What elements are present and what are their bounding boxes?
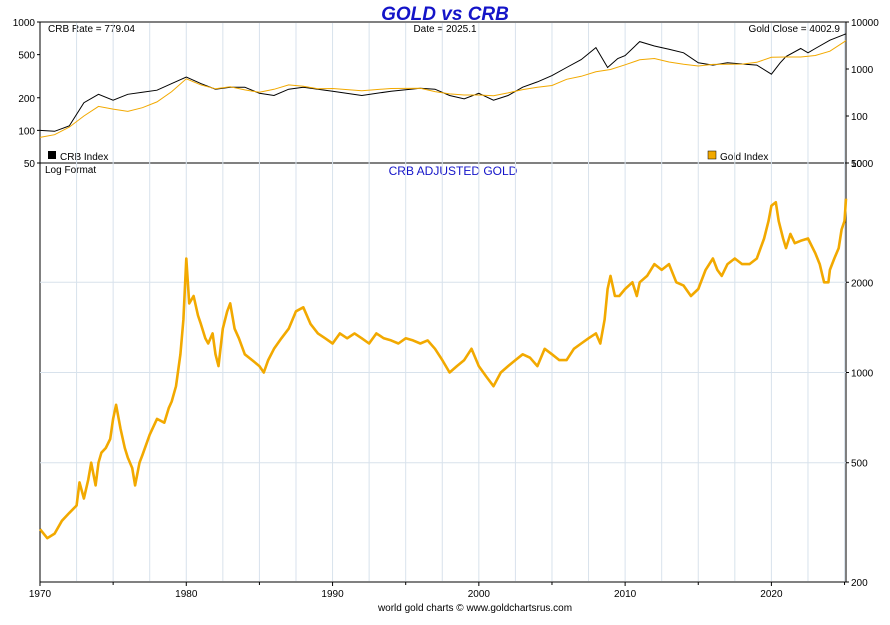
x-tick-label: 1970	[29, 589, 52, 600]
top-right-tick-label: 10	[851, 159, 863, 170]
bottom-right-tick-label: 1000	[851, 369, 874, 380]
log-format-note: Log Format	[45, 165, 96, 176]
footer-credit: world gold charts © www.goldchartsrus.co…	[377, 603, 572, 614]
grid-layer	[40, 23, 846, 581]
chart-title: GOLD vs CRB	[381, 4, 509, 25]
x-tick-label: 1980	[175, 589, 198, 600]
x-tick-label: 2010	[614, 589, 637, 600]
crb-adjusted-gold-line	[38, 198, 848, 540]
date-label: Date = 2025.1	[413, 24, 477, 35]
axis-layer: 1970 1980 1990 2000 2010 2020 1000 500 200 100 50 1…	[13, 18, 879, 600]
x-tick-label: 2020	[760, 589, 783, 600]
top-left-tick-label: 1000	[13, 18, 36, 29]
top-left-tick-label: 200	[18, 94, 35, 105]
x-tick-label: 2000	[468, 589, 491, 600]
bottom-right-tick-label: 2000	[851, 278, 874, 289]
top-right-tick-label: 10000	[851, 18, 879, 29]
crb-rate-label: CRB Rate = 779.04	[48, 24, 135, 35]
legend-gold-label: Gold Index	[720, 152, 768, 163]
top-right-tick-label: 100	[851, 112, 868, 123]
top-right-tick-label: 1000	[851, 65, 874, 76]
top-left-tick-label: 500	[18, 51, 35, 62]
bottom-right-tick-label: 500	[851, 459, 868, 470]
top-left-tick-label: 50	[24, 159, 36, 170]
top-left-tick-label: 100	[18, 126, 35, 137]
gold-close-label: Gold Close = 4002.9	[749, 24, 841, 35]
gold-index-line	[39, 40, 847, 138]
bottom-right-tick-label: 5000	[851, 159, 874, 170]
x-tick-label: 1990	[321, 589, 344, 600]
series-layer	[38, 33, 848, 540]
legend-crb-label: CRB Index	[60, 152, 108, 163]
crb-index-line	[39, 33, 847, 132]
legend-crb-swatch	[48, 151, 56, 159]
legend-gold-swatch	[707, 150, 717, 160]
bottom-right-tick-label: 200	[851, 578, 868, 589]
bottom-panel-title: CRB ADJUSTED GOLD	[389, 164, 518, 178]
